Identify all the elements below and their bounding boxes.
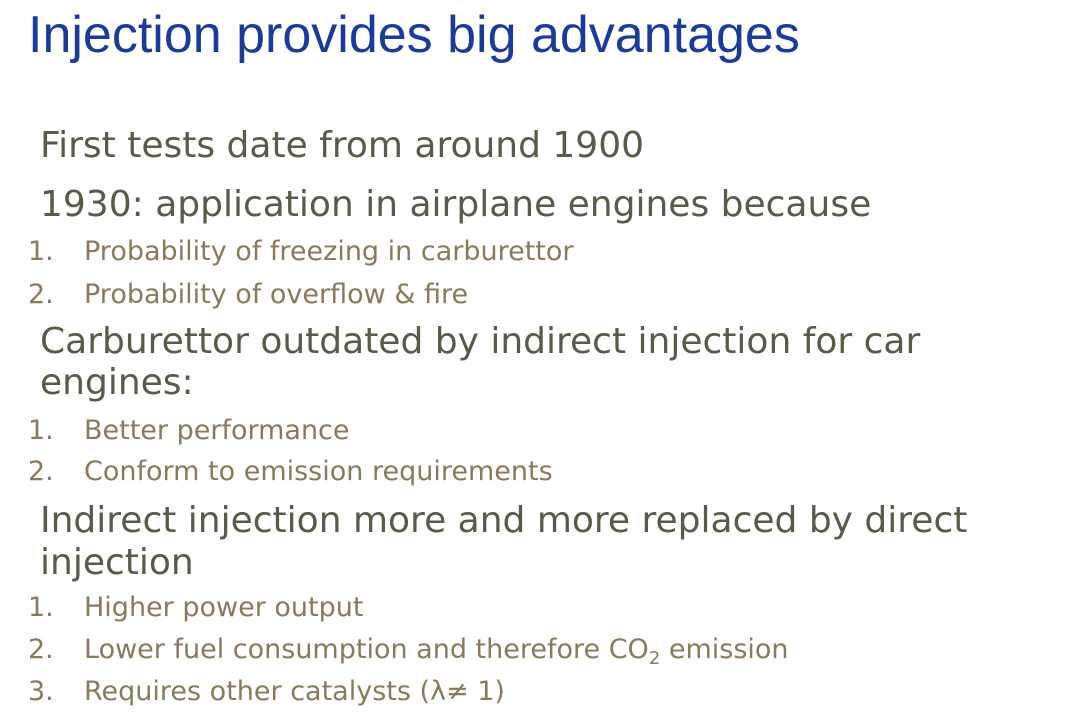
list-item: 2. Conform to emission requirements bbox=[28, 456, 553, 488]
list-item: 1. Higher power output bbox=[28, 592, 363, 624]
list-item-text: Requires other catalysts (λ≠ 1) bbox=[84, 676, 505, 707]
list-item-text: Probability of overflow & fire bbox=[84, 279, 469, 310]
list-item-text: Higher power output bbox=[84, 592, 364, 623]
list-item-number: 1. bbox=[28, 592, 54, 623]
bullet-carburettor-outdated-line2: engines: bbox=[40, 362, 194, 403]
list-item-number: 3. bbox=[28, 676, 54, 707]
list-item-text: Lower fuel consumption and therefore CO bbox=[84, 634, 649, 665]
list-item-number: 2. bbox=[28, 634, 54, 665]
list-item: 2. Probability of overflow & fire bbox=[28, 279, 468, 311]
list-item-text: Conform to emission requirements bbox=[84, 456, 553, 487]
list-item: 3. Requires other catalysts (λ≠ 1) bbox=[28, 676, 505, 708]
list-item-text-suffix: emission bbox=[660, 634, 789, 665]
list-item-text: Probability of freezing in carburettor bbox=[84, 236, 574, 267]
list-item: 2. Lower fuel consumption and therefore C… bbox=[28, 634, 789, 669]
bullet-1930-airplane: 1930: application in airplane engines be… bbox=[40, 184, 872, 225]
slide-title: Injection provides big advantages bbox=[28, 6, 800, 64]
list-item-number: 2. bbox=[28, 456, 54, 487]
bullet-indirect-replaced-line2: injection bbox=[40, 542, 194, 583]
bullet-carburettor-outdated-line1: Carburettor outdated by indirect injecti… bbox=[40, 321, 921, 362]
list-item: 1. Better performance bbox=[28, 415, 350, 447]
co2-subscript: 2 bbox=[648, 648, 661, 669]
list-item-number: 2. bbox=[28, 279, 54, 310]
list-item-number: 1. bbox=[28, 415, 54, 446]
bullet-indirect-replaced-line1: Indirect injection more and more replace… bbox=[40, 500, 968, 541]
list-item: 1. Probability of freezing in carburettor bbox=[28, 236, 574, 268]
list-item-text: Better performance bbox=[84, 415, 350, 446]
bullet-first-tests: First tests date from around 1900 bbox=[40, 125, 645, 166]
list-item-number: 1. bbox=[28, 236, 54, 267]
